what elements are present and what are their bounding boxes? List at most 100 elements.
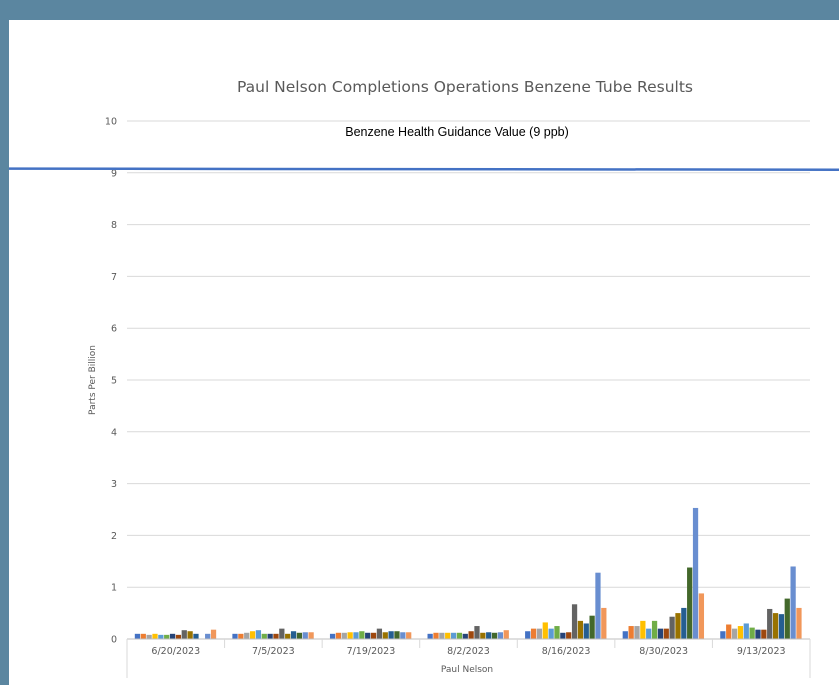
bar: [329, 633, 336, 639]
bar: [238, 633, 244, 639]
bar: [589, 615, 595, 639]
bar: [651, 620, 658, 639]
bar: [772, 613, 779, 639]
bar: [681, 607, 687, 639]
x-axis: 6/20/2023 7/5/2023 7/19/2023 8/2/2023 8/16/2…: [126, 638, 811, 678]
bar: [406, 632, 412, 639]
bar: [353, 632, 359, 639]
bar: [767, 608, 773, 639]
bar: [450, 632, 457, 639]
y-tick-label: 6: [111, 324, 117, 335]
x-tick-label: 8/16/2023: [542, 646, 591, 657]
bar: [290, 631, 297, 639]
bar: [169, 633, 176, 639]
bar: [554, 626, 560, 639]
bar: [365, 632, 371, 639]
y-tick-label: 2: [111, 531, 117, 542]
bar: [370, 632, 377, 639]
y-tick-label: 0: [111, 635, 117, 646]
bar: [347, 632, 353, 639]
bar: [279, 628, 285, 639]
bar: [261, 633, 267, 639]
bar: [646, 628, 652, 639]
y-axis-title: Parts Per Billion: [88, 345, 98, 415]
bar: [669, 616, 675, 639]
bar: [205, 633, 211, 639]
bar: [749, 627, 755, 639]
bar: [486, 632, 492, 639]
bar: [657, 628, 664, 639]
bar: [761, 629, 767, 639]
bar: [796, 607, 802, 639]
chart-panel: [9, 20, 839, 685]
bar: [497, 632, 504, 639]
bar: [140, 633, 146, 639]
bar: [146, 634, 152, 639]
x-tick-label: 6/20/2023: [151, 646, 200, 657]
bar: [187, 631, 193, 639]
y-tick-label: 3: [111, 479, 117, 490]
x-tick-label: 7/5/2023: [252, 646, 295, 657]
bar: [731, 628, 738, 639]
bar: [134, 633, 141, 639]
bar: [601, 607, 607, 639]
bar: [445, 632, 451, 639]
bar: [628, 626, 634, 639]
bar: [566, 632, 572, 639]
y-tick-label: 1: [111, 583, 117, 594]
bar: [720, 631, 726, 639]
bar: [571, 604, 578, 639]
x-tick-label: 7/19/2023: [347, 646, 396, 657]
y-tick-labels: 0 1 2 3 4 5 6 7 8 9 10: [105, 117, 117, 646]
bar: [663, 628, 669, 639]
y-tick-label: 9: [111, 168, 117, 179]
bar: [675, 613, 681, 639]
bar: [308, 632, 314, 639]
bar: [255, 630, 262, 639]
bar: [622, 631, 628, 639]
bar: [193, 633, 199, 639]
bar: [698, 593, 705, 639]
bar: [232, 633, 238, 639]
bar: [244, 632, 250, 639]
bar: [210, 629, 217, 639]
y-tick-label: 4: [111, 427, 117, 438]
bar: [456, 632, 463, 639]
bar: [687, 567, 693, 639]
bar: [474, 626, 480, 639]
bar: [433, 632, 439, 639]
guidance-value-line: [8, 167, 839, 171]
bar: [692, 507, 699, 639]
bar: [394, 631, 400, 639]
chart-title: Paul Nelson Completions Operations Benze…: [237, 78, 693, 96]
guidance-value-label: Benzene Health Guidance Value (9 ppb): [345, 125, 569, 139]
y-tick-label: 7: [111, 272, 117, 283]
gridlines: [127, 120, 810, 588]
bar: [341, 632, 347, 639]
bar: [503, 630, 509, 639]
bar: [640, 620, 646, 639]
x-tick-label: 9/13/2023: [737, 646, 786, 657]
bar: [400, 632, 406, 639]
bar: [778, 614, 785, 639]
bar: [175, 634, 182, 639]
bar: [462, 633, 468, 639]
bar: [480, 632, 486, 639]
bar: [164, 634, 170, 639]
bar: [249, 631, 256, 639]
bar: [376, 628, 383, 639]
bars: [134, 507, 802, 639]
bar: [302, 632, 308, 639]
bar: [790, 566, 796, 639]
bar: [388, 631, 394, 639]
x-tick-label: 8/2/2023: [447, 646, 490, 657]
bar: [583, 623, 589, 639]
bar: [468, 631, 474, 639]
bar: [359, 631, 365, 639]
bar: [427, 633, 433, 639]
bar: [784, 598, 790, 639]
bar: [634, 626, 640, 639]
bar: [525, 631, 531, 639]
bar: [726, 624, 732, 639]
